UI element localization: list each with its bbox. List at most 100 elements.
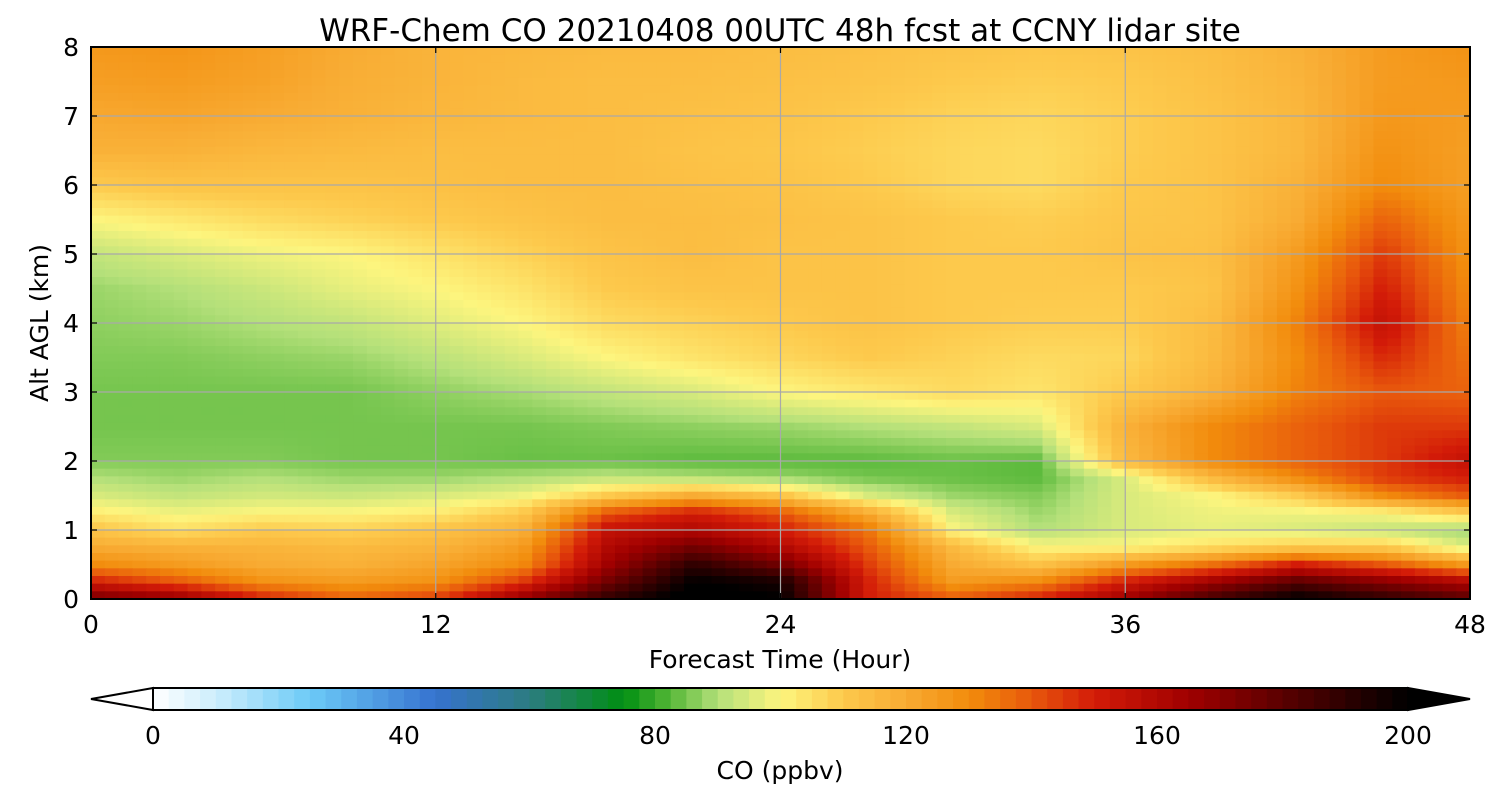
heatmap-cell <box>1263 422 1278 431</box>
heatmap-cell <box>1263 384 1278 393</box>
heatmap-cell <box>973 369 988 378</box>
heatmap-cell <box>1221 399 1237 408</box>
heatmap-cell <box>201 77 216 86</box>
heatmap-cell <box>1304 208 1319 217</box>
heatmap-cell <box>1152 162 1168 171</box>
heatmap-cell <box>215 131 230 140</box>
heatmap-cell <box>573 261 589 270</box>
heatmap-cell <box>270 384 285 393</box>
heatmap-cell <box>421 300 437 309</box>
heatmap-cell <box>1139 116 1154 125</box>
heatmap-cell <box>1345 77 1361 86</box>
heatmap-cell <box>587 269 602 278</box>
heatmap-cell <box>601 162 616 171</box>
heatmap-cell <box>242 261 258 270</box>
heatmap-cell <box>1359 353 1375 362</box>
heatmap-cell <box>242 62 258 71</box>
heatmap-cell <box>1249 384 1264 393</box>
heatmap-cell <box>1332 192 1347 201</box>
heatmap-cell <box>366 399 382 408</box>
heatmap-cell <box>228 123 244 132</box>
heatmap-cell <box>932 177 947 186</box>
heatmap-cell <box>146 116 161 125</box>
heatmap-cell <box>1152 307 1168 316</box>
heatmap-cell <box>945 292 961 301</box>
heatmap-cell <box>1028 292 1044 301</box>
heatmap-cell <box>532 269 547 278</box>
heatmap-cell <box>683 323 699 332</box>
heatmap-cell <box>573 284 589 293</box>
heatmap-cell <box>1414 223 1430 232</box>
heatmap-cell <box>1456 261 1470 270</box>
heatmap-cell <box>587 139 602 148</box>
heatmap-cell <box>780 139 795 148</box>
heatmap-cell <box>1401 399 1416 408</box>
heatmap-cell <box>1332 300 1347 309</box>
heatmap-cell <box>573 62 589 71</box>
heatmap-cell <box>449 315 464 324</box>
heatmap-cell <box>711 131 726 140</box>
heatmap-cell <box>573 277 589 286</box>
heatmap-cell <box>1373 307 1388 316</box>
heatmap-cell <box>725 254 740 263</box>
heatmap-cell <box>1249 369 1264 378</box>
heatmap-cell <box>932 392 947 401</box>
heatmap-cell <box>366 62 382 71</box>
heatmap-cell <box>1373 208 1388 217</box>
heatmap-cell <box>284 177 299 186</box>
heatmap-cell <box>1014 269 1030 278</box>
heatmap-cell <box>518 185 533 194</box>
heatmap-cell <box>201 330 216 339</box>
heatmap-cell <box>587 300 602 309</box>
heatmap-cell <box>904 154 919 163</box>
heatmap-cell <box>215 162 230 171</box>
heatmap-cell <box>1456 154 1470 163</box>
heatmap-cell <box>1359 254 1375 263</box>
heatmap-cell <box>1139 254 1154 263</box>
heatmap-cell <box>325 292 340 301</box>
heatmap-cell <box>435 369 451 378</box>
heatmap-cell <box>1290 116 1306 125</box>
heatmap-cell <box>242 361 258 370</box>
heatmap-cell <box>1332 70 1347 79</box>
heatmap-cell <box>628 146 644 155</box>
heatmap-cell <box>1263 399 1278 408</box>
heatmap-cell <box>504 131 520 140</box>
heatmap-cell <box>697 54 713 63</box>
heatmap-cell <box>656 54 671 63</box>
heatmap-cell <box>808 77 823 86</box>
heatmap-cell <box>1235 369 1250 378</box>
heatmap-cell <box>1290 399 1306 408</box>
heatmap-cell <box>849 284 864 293</box>
heatmap-cell <box>449 300 464 309</box>
heatmap-cell <box>1042 384 1057 393</box>
heatmap-cell <box>449 292 464 301</box>
heatmap-cell <box>325 238 340 247</box>
heatmap-cell <box>1056 407 1071 416</box>
heatmap-cell <box>1083 338 1099 347</box>
heatmap-cell <box>146 407 161 416</box>
heatmap-cell <box>1056 284 1071 293</box>
heatmap-cell <box>187 254 202 263</box>
heatmap-cell <box>1083 261 1099 270</box>
heatmap-cell <box>339 315 354 324</box>
heatmap-cell <box>711 200 726 209</box>
heatmap-cell <box>904 223 919 232</box>
heatmap-cell <box>904 261 919 270</box>
heatmap-cell <box>256 162 271 171</box>
heatmap-cell <box>353 54 368 63</box>
heatmap-cell <box>504 315 520 324</box>
heatmap-cell <box>683 200 699 209</box>
heatmap-cell <box>670 376 685 385</box>
heatmap-cell <box>683 300 699 309</box>
heatmap-cell <box>311 215 327 224</box>
heatmap-cell <box>1180 369 1195 378</box>
heatmap-cell <box>1014 346 1030 355</box>
heatmap-cell <box>918 323 933 332</box>
heatmap-cell <box>1014 223 1030 232</box>
heatmap-cell <box>159 123 175 132</box>
heatmap-cell <box>973 169 988 178</box>
heatmap-cell <box>697 100 713 109</box>
heatmap-cell <box>918 384 933 393</box>
heatmap-cell <box>146 384 161 393</box>
